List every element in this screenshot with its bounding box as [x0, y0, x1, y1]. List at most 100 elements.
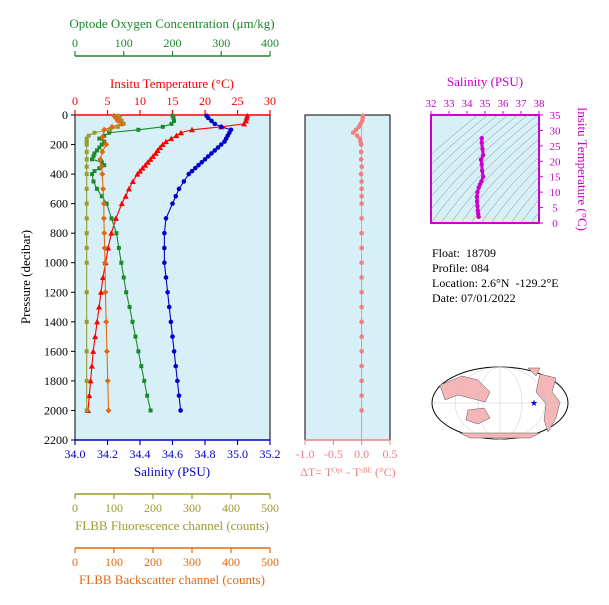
- temperature-tick-label: 10: [134, 94, 146, 108]
- backscatter-tick-label: 400: [222, 555, 240, 569]
- ts-salinity-tick-label: 38: [534, 98, 546, 110]
- temperature-point: [189, 126, 195, 133]
- oxygen-point: [121, 275, 126, 280]
- ts-density-contour: [450, 129, 539, 223]
- salinity-point: [218, 124, 224, 130]
- ts-density-contour: [431, 115, 489, 165]
- salinity-point: [163, 275, 169, 280]
- fluorescence-point: [84, 136, 89, 141]
- oxygen-point: [139, 364, 144, 369]
- delta-t-point: [359, 275, 364, 280]
- temperature-point: [122, 193, 129, 199]
- oxygen-point: [99, 160, 104, 165]
- ts-density-contour: [520, 198, 539, 223]
- temperature-point: [86, 392, 93, 399]
- salinity-tick-label: 35.0: [227, 447, 248, 461]
- salinity-tick-label: 34.2: [97, 447, 118, 461]
- salinity-point: [173, 193, 179, 199]
- delta-t-tick-label: 0.0: [354, 447, 369, 461]
- salinity-point: [163, 216, 169, 221]
- fluorescence-point: [84, 216, 89, 221]
- salinity-point: [168, 319, 174, 325]
- ts-density-contour: [530, 211, 539, 223]
- fluorescence-point: [84, 164, 89, 169]
- delta-t-point: [359, 193, 364, 199]
- salinity-point: [165, 289, 170, 295]
- delta-t-point: [359, 304, 364, 310]
- temperature-point: [125, 185, 132, 192]
- ts-salinity-tick-label: 36: [498, 98, 510, 110]
- oxygen-point: [133, 334, 138, 339]
- backscatter-tick-label: 200: [144, 555, 162, 569]
- pressure-tick-label: 1600: [44, 344, 68, 358]
- pressure-tick-label: 2200: [44, 433, 68, 447]
- temperature-point: [90, 348, 97, 354]
- salinity-tick-label: 34.6: [162, 447, 183, 461]
- salinity-point: [196, 162, 201, 168]
- ts-density-contour: [431, 115, 509, 186]
- fluorescence-point: [84, 172, 89, 177]
- float-row: Float: 18709: [432, 246, 559, 261]
- temperature-point: [159, 141, 166, 148]
- fluorescence-point: [84, 319, 89, 324]
- temperature-point: [150, 153, 156, 159]
- backscatter-point: [109, 123, 116, 130]
- delta-t-point: [359, 186, 364, 192]
- ts-point: [475, 208, 480, 213]
- delta-t-point: [358, 149, 364, 155]
- delta-t-point: [359, 319, 364, 325]
- oxygen-point: [90, 172, 95, 177]
- oxygen-point: [94, 186, 99, 191]
- ts-point: [479, 140, 484, 145]
- temperature-point: [168, 135, 175, 142]
- backscatter-axis-title: FLBB Backscatter channel (counts): [79, 572, 265, 587]
- delta-t-point: [354, 133, 360, 138]
- salinity-point: [175, 378, 180, 384]
- pressure-tick-label: 1200: [44, 285, 68, 299]
- temperature-point: [173, 132, 180, 139]
- temperature-tick-label: 20: [199, 94, 211, 108]
- backscatter-point: [105, 407, 112, 414]
- fluorescence-axis-title: FLBB Fluorescence channel (counts): [75, 518, 269, 533]
- oxygen-point: [145, 393, 150, 398]
- oxygen-point: [124, 290, 129, 295]
- temperature-point: [108, 230, 115, 236]
- salinity-point: [212, 121, 218, 127]
- oxygen-point: [136, 349, 141, 354]
- backscatter-point: [98, 163, 105, 170]
- ts-temperature-tick-label: 30: [550, 125, 562, 137]
- delta-t-point: [359, 245, 364, 251]
- delta-t-axis-title: ΔT= Tᴼᵖᵗ - Tˢᴮᴱ (°C): [300, 465, 396, 479]
- oxygen-point: [91, 154, 96, 159]
- backscatter-point: [99, 134, 106, 141]
- temperature-point: [118, 200, 125, 207]
- pressure-tick-label: 1400: [44, 315, 68, 329]
- oxygen-tick-label: 300: [212, 36, 230, 50]
- temperature-point: [139, 165, 146, 171]
- backscatter-point: [101, 244, 108, 251]
- ts-temperature-tick-label: 15: [550, 172, 562, 184]
- temperature-point: [152, 150, 159, 156]
- backscatter-tick-label: 500: [261, 555, 279, 569]
- ts-temperature-tick-label: 5: [552, 203, 558, 215]
- oxygen-tick-label: 400: [261, 36, 279, 50]
- salinity-tick-label: 35.2: [260, 447, 281, 461]
- ts-density-contour: [431, 115, 479, 156]
- date-label: Date:: [432, 291, 458, 305]
- oxygen-point: [102, 133, 107, 138]
- oxygen-point: [171, 118, 176, 123]
- fluorescence-point: [84, 378, 89, 383]
- fluorescence-tick-label: 500: [261, 501, 279, 515]
- delta-t-point: [359, 363, 364, 369]
- salinity-point: [222, 139, 227, 144]
- backscatter-point: [102, 289, 109, 296]
- delta-t-point: [359, 334, 364, 339]
- fluorescence-tick-label: 100: [105, 501, 123, 515]
- backscatter-point: [100, 185, 107, 192]
- ts-temperature-tick-label: 20: [550, 156, 562, 168]
- backscatter-point: [103, 141, 110, 148]
- backscatter-point: [103, 318, 110, 325]
- ts-salinity-axis-title: Salinity (PSU): [447, 74, 523, 89]
- ts-point: [479, 135, 484, 141]
- ts-point: [479, 179, 484, 184]
